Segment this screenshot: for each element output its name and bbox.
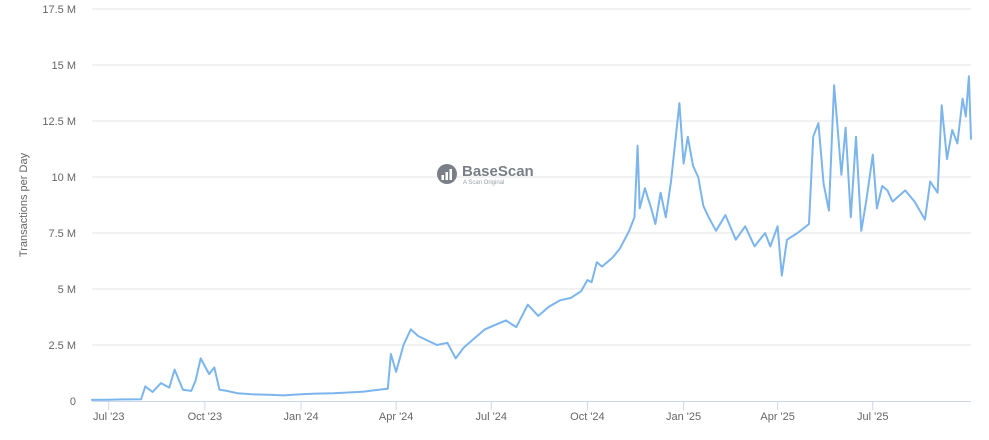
- logo-bar-3: [449, 169, 452, 180]
- x-tick-label: Jan '24: [283, 411, 318, 423]
- axes: [92, 401, 971, 410]
- y-tick-label: 7.5 M: [48, 228, 76, 240]
- logo-bar-2: [445, 172, 448, 180]
- gridlines: [92, 8, 971, 346]
- y-tick-label: 17.5 M: [42, 4, 76, 16]
- x-tick-label: Oct '24: [570, 411, 605, 423]
- logo-bar-1: [441, 175, 444, 180]
- series-line-transactions: [91, 75, 972, 401]
- y-tick-label: 0: [70, 396, 76, 408]
- y-tick-label: 10 M: [52, 172, 76, 184]
- x-tick-label: Oct '23: [188, 411, 223, 423]
- x-tick-label: Jan '25: [666, 411, 701, 423]
- y-tick-label: 15 M: [52, 60, 76, 72]
- tick-labels: 0 2.5 M 5 M 7.5 M 10 M 12.5 M 15 M 17.5 M Jul '2…: [42, 4, 888, 423]
- x-tick-label: Jul '25: [857, 411, 888, 423]
- y-tick-label: 5 M: [58, 284, 76, 296]
- y-axis-title: Transactions per Day: [18, 152, 30, 257]
- x-tick-label: Jul '23: [93, 411, 124, 423]
- watermark-subtitle: A Scan Original: [463, 180, 504, 186]
- x-tick-label: Apr '25: [760, 411, 795, 423]
- y-tick-label: 2.5 M: [48, 340, 76, 352]
- x-tick-label: Jul '24: [476, 411, 507, 423]
- y-tick-label: 12.5 M: [42, 116, 76, 128]
- basescan-watermark: BaseScan A Scan Original: [437, 163, 534, 186]
- watermark-title: BaseScan: [462, 163, 534, 180]
- x-tick-label: Apr '24: [379, 411, 414, 423]
